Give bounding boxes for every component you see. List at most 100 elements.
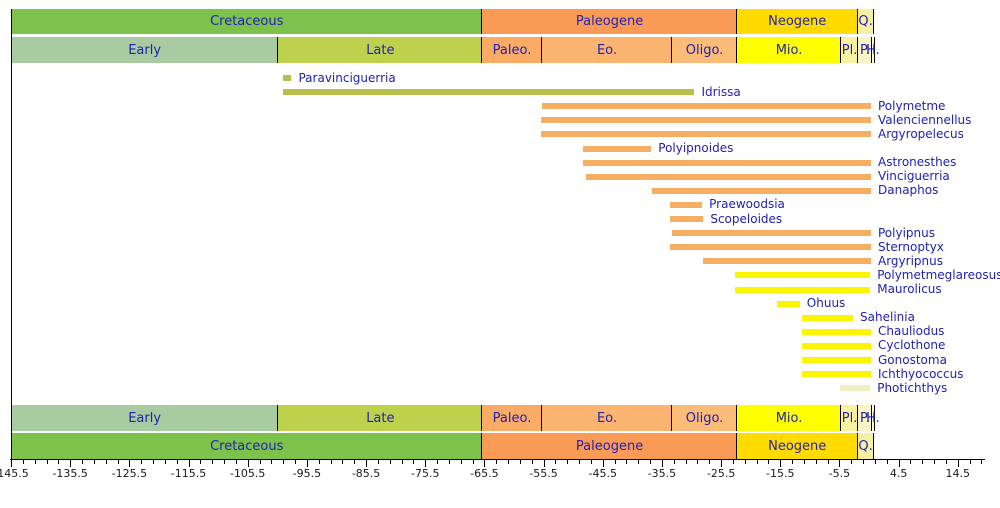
taxon-label: Danaphos — [878, 183, 939, 198]
axis-major-tick — [543, 460, 545, 467]
taxon-range-bar — [735, 286, 871, 293]
axis-tick-label: -5.5 — [828, 467, 851, 480]
axis-minor-tick — [105, 460, 107, 464]
axis-minor-tick — [626, 460, 628, 464]
epoch-segment-label: Mio. — [775, 42, 803, 58]
axis-minor-tick — [744, 460, 746, 464]
axis-minor-tick — [685, 460, 687, 464]
axis-minor-tick — [354, 460, 356, 464]
axis-tick-label: -145.5 — [0, 467, 29, 480]
axis-major-tick — [306, 460, 308, 467]
epoch-segment-label: H. — [866, 410, 880, 426]
taxon-range-bar — [802, 371, 871, 378]
axis-minor-tick — [567, 460, 569, 464]
taxon-label: Maurolicus — [877, 282, 942, 296]
taxon-label: Polyipnoides — [658, 141, 734, 155]
axis-major-tick — [957, 460, 959, 467]
axis-major-tick — [780, 460, 782, 467]
epoch-segment: Pl. — [840, 37, 858, 63]
taxon-range-bar — [735, 272, 871, 279]
axis-major-tick — [661, 460, 663, 467]
axis-major-tick — [70, 460, 72, 467]
axis-minor-tick — [496, 460, 498, 464]
axis-minor-tick — [863, 460, 865, 464]
period-segment-label: Paleogene — [575, 14, 644, 29]
period-segment-label: Cretaceous — [210, 14, 284, 29]
taxon-range-bar — [282, 75, 292, 81]
axis-minor-tick — [271, 460, 273, 464]
taxon-range-bar — [583, 145, 652, 152]
period-segment-label: Paleogene — [575, 438, 644, 454]
taxon-range-bar — [541, 103, 871, 110]
taxon-range-bar — [583, 159, 871, 166]
left-axis-spine — [11, 9, 12, 460]
axis-tick-label: -65.5 — [470, 467, 499, 480]
epoch-segment: Pl. — [840, 405, 858, 431]
axis-tick-label: -55.5 — [529, 467, 558, 480]
axis-minor-tick — [235, 460, 237, 464]
epoch-segment: Eo. — [540, 405, 673, 431]
epoch-segment: Late — [277, 405, 483, 431]
taxon-range-bar — [802, 328, 871, 335]
epoch-segment-label: Early — [128, 42, 162, 58]
epoch-segment: P. — [856, 37, 873, 63]
axis-minor-tick — [969, 460, 971, 464]
axis-minor-tick — [697, 460, 699, 464]
axis-minor-tick — [212, 460, 214, 464]
taxon-label: Chauliodus — [878, 324, 945, 339]
axis-minor-tick — [153, 460, 155, 464]
axis-minor-tick — [389, 460, 391, 464]
axis-minor-tick — [945, 460, 947, 464]
axis-minor-tick — [224, 460, 226, 464]
axis-minor-tick — [815, 460, 817, 464]
axis-tick-label: -125.5 — [111, 467, 148, 480]
axis-minor-tick — [283, 460, 285, 464]
epoch-segment: Mio. — [735, 37, 842, 63]
epoch-segment: Paleo. — [481, 37, 542, 63]
epoch-segment: Oligo. — [671, 37, 737, 63]
axis-major-tick — [484, 460, 486, 467]
axis-major-tick — [839, 460, 841, 467]
axis-minor-tick — [377, 460, 379, 464]
axis-major-tick — [188, 460, 190, 467]
axis-minor-tick — [579, 460, 581, 464]
axis-minor-tick — [93, 460, 95, 464]
axis-minor-tick — [259, 460, 261, 464]
period-segment: Cretaceous — [12, 433, 482, 459]
epoch-segment: H. — [866, 37, 880, 63]
axis-minor-tick — [460, 460, 462, 464]
axis-minor-tick — [803, 460, 805, 464]
taxon-label: Argyropelecus — [878, 126, 964, 141]
period-segment-label: Q. — [858, 438, 873, 454]
axis-minor-tick — [851, 460, 853, 464]
axis-minor-tick — [756, 460, 758, 464]
axis-major-tick — [602, 460, 604, 467]
axis-minor-tick — [448, 460, 450, 464]
epoch-segment-label: Oligo. — [685, 42, 724, 58]
axis-tick-label: -85.5 — [351, 467, 381, 480]
period-segment-label: Neogene — [768, 438, 827, 454]
epoch-segment: Oligo. — [671, 405, 737, 431]
axis-minor-tick — [46, 460, 48, 464]
period-segment: Neogene — [735, 433, 858, 459]
epoch-segment-label: Eo. — [596, 410, 618, 426]
axis-minor-tick — [472, 460, 474, 464]
taxon-label: Sahelinia — [860, 310, 915, 325]
taxon-label: Idrissa — [701, 84, 741, 99]
epoch-segment-label: Early — [128, 410, 162, 426]
epoch-segment-label: Paleo. — [492, 42, 532, 58]
axis-minor-tick — [650, 460, 652, 464]
taxon-label: Ichthyococcus — [878, 366, 964, 381]
taxon-label: Praewoodsia — [709, 197, 785, 212]
epoch-segment: Mio. — [735, 405, 842, 431]
taxon-range-bar — [802, 342, 871, 349]
period-segment: Paleogene — [481, 433, 737, 459]
axis-minor-tick — [922, 460, 924, 464]
axis-minor-tick — [732, 460, 734, 464]
period-segment-label: Neogene — [768, 14, 827, 29]
axis-minor-tick — [342, 460, 344, 464]
epoch-segment-label: Late — [366, 42, 395, 58]
epoch-segment: Eo. — [540, 37, 673, 63]
taxon-label: Scopeloides — [710, 211, 783, 226]
